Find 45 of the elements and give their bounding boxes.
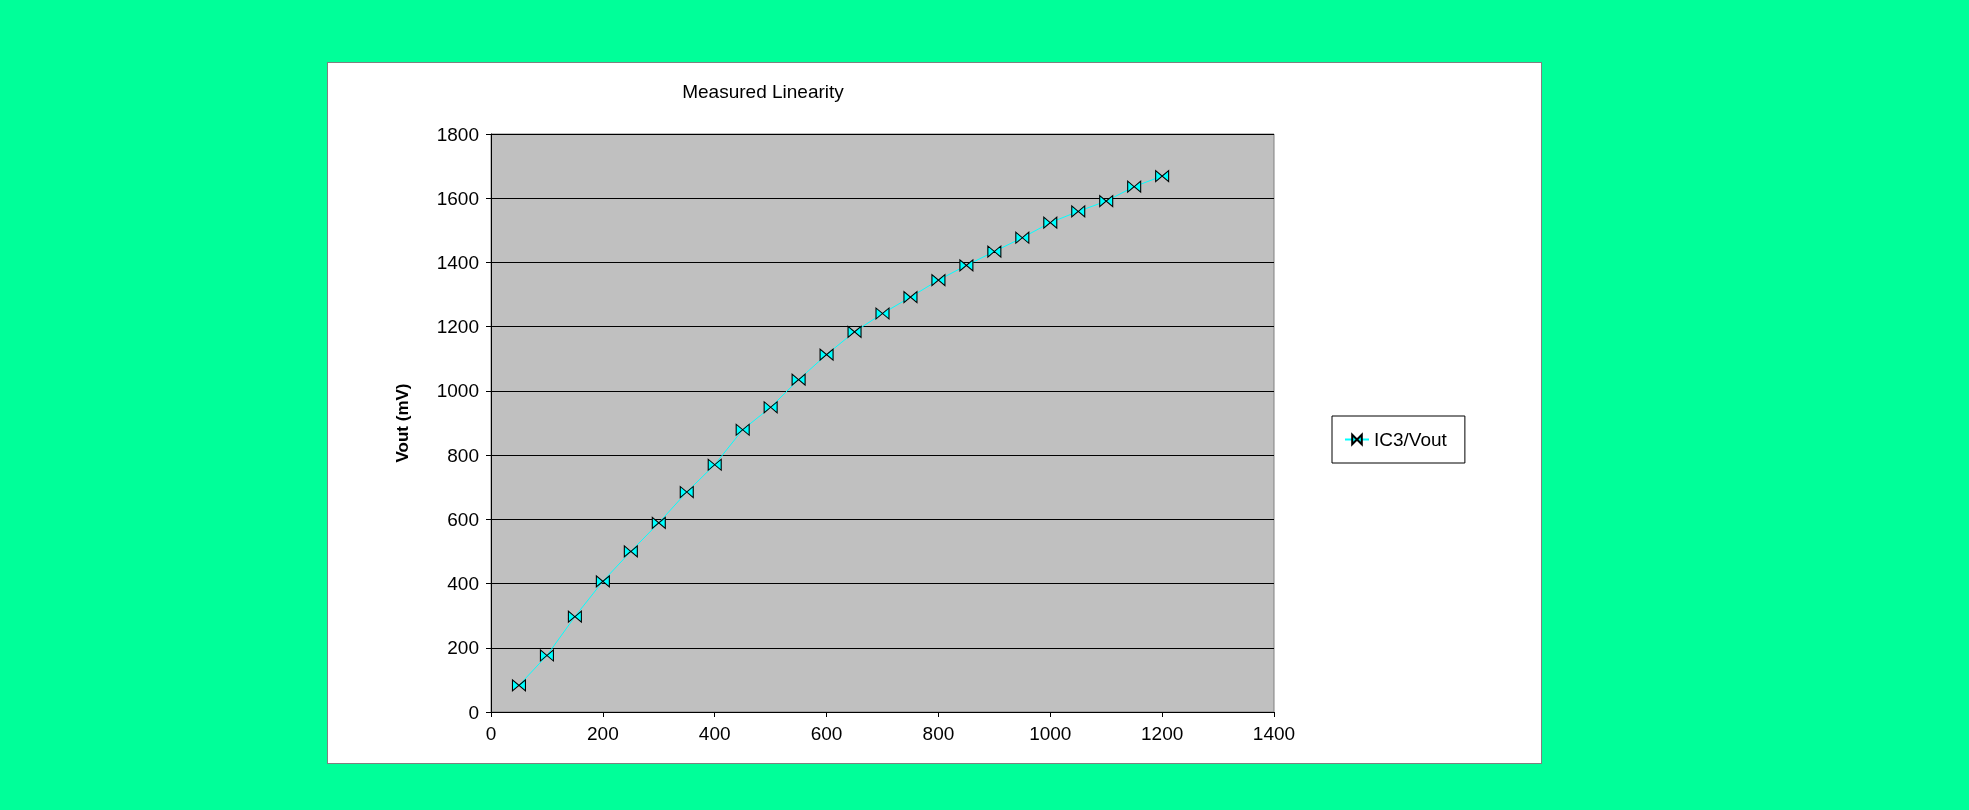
point [1155, 170, 1170, 183]
y-tick-label: 600 [447, 508, 479, 530]
y-tick-label: 1200 [436, 316, 479, 338]
x-tick-label: 800 [922, 723, 955, 744]
y-tick-label: 1800 [436, 123, 479, 145]
point [1043, 216, 1058, 229]
y-tick-label: 1000 [436, 380, 479, 402]
x-tick-label: 600 [810, 723, 843, 744]
point [903, 291, 918, 304]
chart-title: Measured Linearity [682, 81, 845, 102]
point [987, 245, 1002, 258]
point [595, 575, 610, 588]
point [931, 274, 946, 287]
point [1071, 205, 1086, 218]
y-tick-label: 400 [447, 573, 479, 595]
x-tick-label: 400 [698, 723, 731, 744]
point [763, 401, 778, 414]
point [623, 545, 638, 558]
point [679, 486, 694, 499]
point [791, 373, 806, 386]
legend-label: IC3/Vout [1374, 429, 1448, 450]
point [1127, 180, 1142, 193]
y-tick-label: 800 [447, 444, 479, 466]
point [707, 458, 722, 471]
x-tick-label: 1000 [1029, 723, 1072, 744]
point [539, 649, 554, 662]
y-tick-label: 200 [447, 637, 479, 659]
point [875, 307, 890, 320]
point [1099, 195, 1114, 208]
x-tick-label: 1400 [1252, 723, 1296, 744]
y-tick-label: 0 [468, 701, 479, 723]
x-tick-label: 200 [587, 723, 619, 744]
point [651, 516, 666, 529]
point [1015, 231, 1030, 244]
point [847, 325, 862, 338]
point [819, 348, 834, 361]
y-tick-label: 1400 [436, 251, 479, 273]
x-tick-label: 1200 [1141, 723, 1184, 744]
point [959, 259, 974, 272]
y-axis-title: Vout (mV) [393, 383, 412, 463]
point [511, 679, 526, 692]
x-tick-label: 0 [485, 723, 497, 744]
y-tick-label: 1600 [436, 187, 479, 209]
point [735, 423, 750, 436]
point [567, 610, 582, 623]
